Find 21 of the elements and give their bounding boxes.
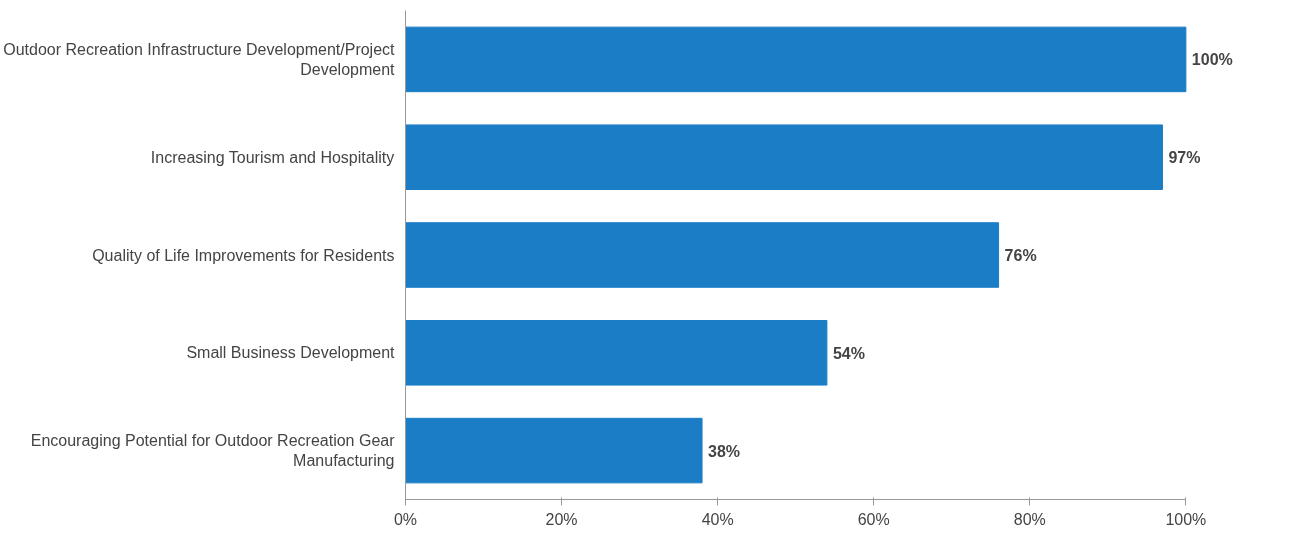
bar xyxy=(405,320,828,386)
x-tick-label: 100% xyxy=(1165,510,1207,528)
y-tick-label: Small Business Development xyxy=(186,344,396,362)
x-tick-label: 60% xyxy=(857,510,890,528)
data-label: 100% xyxy=(1191,51,1233,69)
data-label: 38% xyxy=(708,442,741,460)
bar xyxy=(405,222,1000,288)
y-tick-label: Outdoor Recreation Infrastructure Development/Project Development xyxy=(3,40,396,79)
x-tick-label: 20% xyxy=(545,510,578,528)
data-label: 97% xyxy=(1168,149,1201,167)
y-tick-label: Increasing Tourism and Hospitality xyxy=(150,148,395,166)
bar xyxy=(405,417,703,484)
x-tick-label: 0% xyxy=(393,510,418,528)
x-tick-label: 80% xyxy=(1013,510,1046,528)
x-tick-label: 40% xyxy=(701,510,734,528)
y-tick-label: Encouraging Potential for Outdoor Recreation Gear Manufacturing xyxy=(30,431,396,470)
bar xyxy=(405,26,1187,93)
y-tick-label: Quality of Life Improvements for Residents xyxy=(92,246,395,264)
data-label: 54% xyxy=(832,344,865,362)
bar xyxy=(405,124,1163,190)
data-label: 76% xyxy=(1004,247,1037,264)
